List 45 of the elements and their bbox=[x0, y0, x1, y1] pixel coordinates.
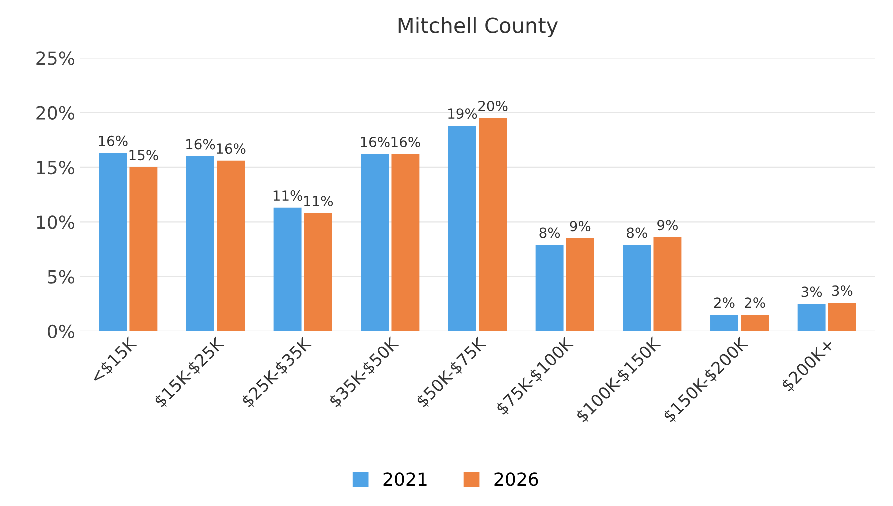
bar bbox=[798, 304, 826, 332]
bar bbox=[623, 245, 652, 332]
data-label: 2% bbox=[714, 298, 735, 308]
bar bbox=[566, 238, 594, 332]
bar bbox=[536, 245, 564, 332]
data-label: 16% bbox=[217, 144, 246, 154]
bar bbox=[217, 160, 245, 332]
bar bbox=[99, 153, 128, 332]
bar bbox=[274, 208, 302, 332]
data-label: 11% bbox=[274, 190, 302, 202]
data-label: 8% bbox=[627, 228, 648, 238]
legend-label: 2026 bbox=[494, 472, 538, 486]
bar bbox=[392, 154, 420, 332]
data-label: 16% bbox=[361, 137, 390, 148]
data-label: 9% bbox=[658, 220, 678, 231]
legend-label: 2021 bbox=[384, 472, 427, 486]
bar bbox=[130, 167, 158, 332]
y-tick-label: 5% bbox=[48, 270, 75, 284]
data-label: 9% bbox=[570, 221, 591, 232]
bar bbox=[186, 156, 214, 332]
data-label: 3% bbox=[832, 286, 853, 296]
data-label: 16% bbox=[99, 136, 128, 146]
data-label: 11% bbox=[304, 196, 334, 207]
bar bbox=[654, 237, 682, 332]
data-label: 20% bbox=[478, 100, 508, 112]
data-label: 3% bbox=[802, 286, 822, 298]
data-label: 15% bbox=[130, 150, 158, 161]
y-tick-label: 25% bbox=[36, 52, 75, 66]
data-label: 19% bbox=[448, 108, 478, 120]
data-label: 8% bbox=[540, 228, 560, 238]
bar bbox=[828, 303, 856, 332]
data-label: 16% bbox=[186, 139, 216, 150]
y-tick-label: 20% bbox=[36, 106, 75, 120]
y-tick-label: 10% bbox=[37, 216, 75, 230]
chart-title: Mitchell County bbox=[398, 17, 558, 38]
bar bbox=[479, 118, 508, 332]
data-label: 2% bbox=[745, 298, 766, 308]
bar bbox=[741, 315, 770, 332]
bar bbox=[710, 315, 738, 332]
bar bbox=[361, 154, 390, 332]
bar bbox=[448, 126, 476, 332]
y-tick-label: 15% bbox=[37, 160, 75, 175]
data-label: 16% bbox=[392, 137, 420, 148]
y-tick-label: 0% bbox=[48, 324, 75, 339]
bar bbox=[304, 213, 332, 332]
